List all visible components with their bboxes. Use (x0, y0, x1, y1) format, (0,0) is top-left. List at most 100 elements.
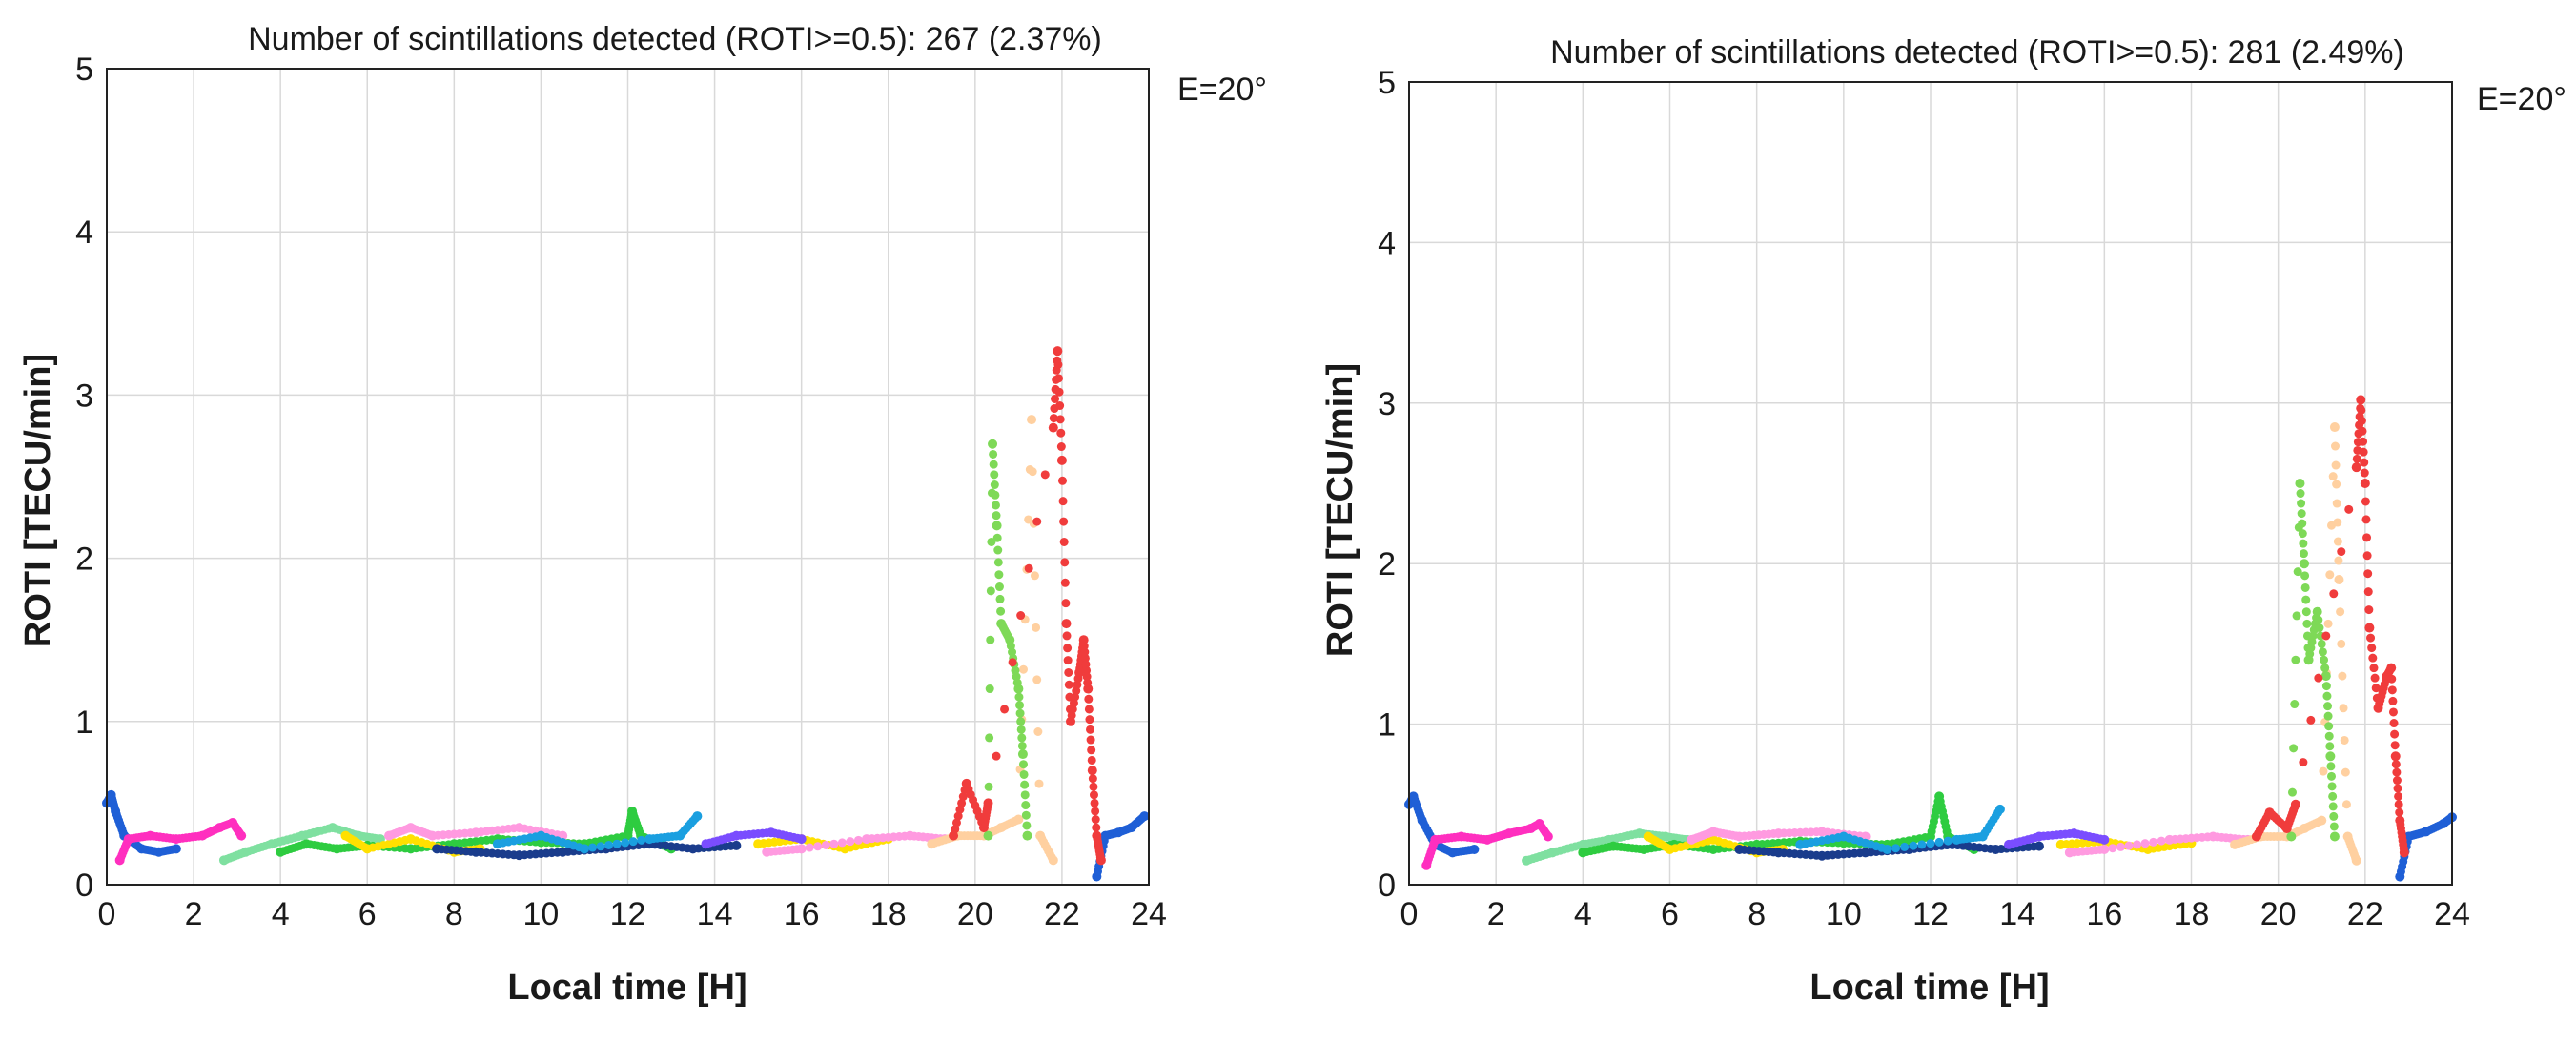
y-tick-label: 2 (1378, 546, 1396, 582)
data-point (2394, 800, 2403, 809)
data-point (1909, 841, 1918, 850)
series-sat-purple (701, 827, 807, 849)
data-point (2337, 547, 2346, 557)
x-tick-label: 8 (1748, 896, 1766, 932)
x-tick-label: 14 (1999, 896, 2035, 932)
data-point (1056, 442, 1066, 452)
series-sat-lime (2286, 479, 2340, 842)
data-point (2390, 741, 2400, 750)
series-sat-cyan (1795, 804, 2005, 854)
data-point (2298, 529, 2307, 539)
data-point (957, 798, 967, 807)
data-point (2392, 767, 2402, 777)
x-tick-label: 16 (2086, 896, 2122, 932)
x-tick-label: 12 (1912, 896, 1949, 932)
data-point (1017, 749, 1028, 760)
data-point (2386, 663, 2397, 673)
data-point (2328, 791, 2338, 801)
data-point (992, 521, 1002, 531)
data-point (2320, 664, 2330, 673)
data-point (1053, 360, 1063, 370)
data-point (2395, 807, 2404, 817)
data-point (2331, 460, 2341, 470)
data-point (1994, 804, 2005, 814)
data-point (1020, 790, 1030, 800)
series-sat-lime (983, 439, 1032, 841)
data-point (2292, 611, 2301, 621)
data-point (1018, 664, 1028, 674)
data-point (796, 844, 807, 854)
data-point (2341, 767, 2350, 777)
data-point (2299, 758, 2308, 767)
data-point (2351, 855, 2361, 866)
data-point (2352, 454, 2361, 463)
data-point (2330, 441, 2340, 451)
data-point (2299, 539, 2308, 548)
y-axis-label: ROTI [TECU/min] (18, 354, 58, 647)
data-point (1891, 844, 1901, 853)
data-point (989, 449, 998, 459)
data-point (2099, 844, 2110, 854)
data-point (2286, 831, 2297, 842)
data-point (1089, 782, 1098, 791)
series-sat-pink (384, 823, 950, 857)
x-tick-label: 4 (272, 896, 290, 932)
x-tick-label: 2 (1487, 896, 1505, 932)
x-tick-label: 20 (2260, 896, 2297, 932)
data-point (1084, 705, 1094, 714)
data-point (1056, 428, 1066, 438)
x-tick-label: 6 (358, 896, 377, 932)
data-point (853, 835, 863, 845)
series-sat-magenta (114, 817, 247, 866)
data-point (2362, 551, 2372, 561)
data-point (2321, 682, 2331, 691)
data-point (994, 582, 1004, 592)
data-point (2302, 619, 2312, 628)
data-point (1024, 563, 1033, 573)
y-tick-label: 1 (75, 705, 93, 741)
data-point (2387, 674, 2397, 684)
x-tick-label: 22 (2347, 896, 2383, 932)
y-tick-label: 4 (1378, 225, 1396, 261)
data-point (2301, 607, 2311, 617)
data-point (1018, 760, 1028, 769)
data-point (2034, 841, 2044, 851)
x-tick-label: 22 (1044, 896, 1080, 932)
data-point (2287, 787, 2297, 797)
plot-area-frame (1408, 81, 2453, 886)
data-point (2325, 751, 2336, 762)
data-point (2334, 556, 2343, 565)
data-point (1091, 815, 1100, 825)
data-point (2339, 704, 2348, 713)
data-point (1064, 680, 1073, 689)
data-point (2340, 735, 2349, 745)
data-point (2296, 489, 2305, 499)
x-tick-label: 20 (957, 896, 993, 932)
x-tick-label: 0 (98, 896, 116, 932)
data-point (2157, 836, 2166, 846)
data-point (1087, 755, 1096, 765)
data-point (2297, 499, 2306, 508)
data-point (1057, 476, 1067, 485)
data-point (692, 811, 703, 822)
data-point (983, 830, 993, 841)
data-point (846, 837, 855, 847)
data-point (2391, 760, 2401, 769)
x-axis-label: Local time [H] (507, 968, 746, 1008)
data-point (2390, 729, 2400, 739)
data-point (990, 480, 999, 490)
data-point (1087, 746, 1096, 755)
data-point (2389, 719, 2399, 728)
data-point (1019, 769, 1029, 779)
data-point (1061, 619, 1072, 629)
data-point (985, 684, 994, 694)
y-tick-label: 5 (75, 51, 93, 88)
data-point (992, 511, 1001, 521)
data-point (2099, 834, 2110, 845)
data-point (1083, 684, 1094, 694)
data-point (236, 830, 247, 841)
data-point (2323, 711, 2333, 721)
data-point (2366, 633, 2376, 643)
data-point (2338, 671, 2347, 681)
data-point (1049, 414, 1058, 423)
